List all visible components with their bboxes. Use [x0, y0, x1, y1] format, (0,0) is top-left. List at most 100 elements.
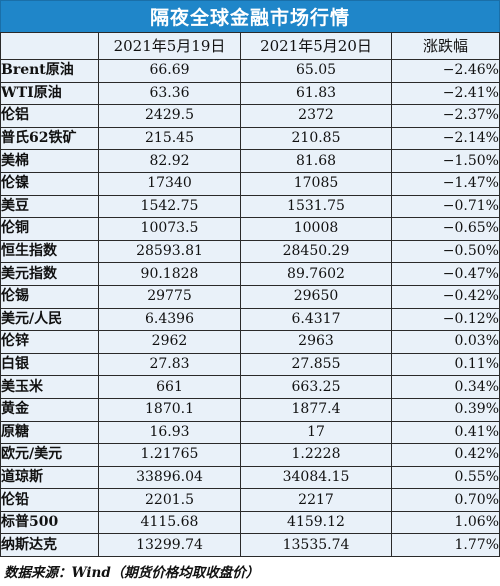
price-may19: 6.4396: [98, 307, 241, 332]
instrument-name: 伦镍: [0, 171, 99, 196]
instrument-name: WTI原油: [0, 81, 99, 106]
change-percent: 1.06%: [391, 510, 500, 535]
price-may19: 1.21765: [98, 443, 241, 467]
price-may19: 29775: [98, 284, 241, 309]
header-change: 涨跌幅: [391, 32, 500, 60]
instrument-name: 白银: [0, 352, 99, 377]
table-row: 伦铜 10073.5 10008 −0.65%: [0, 217, 500, 241]
change-percent: −0.65%: [391, 217, 500, 241]
change-percent: 0.34%: [391, 375, 500, 399]
instrument-name: 道琼斯: [0, 465, 99, 490]
change-percent: 0.41%: [391, 420, 500, 445]
price-may20: 2372: [240, 104, 392, 128]
table-row: 恒生指数 28593.81 28450.29 −0.50%: [0, 239, 500, 264]
change-percent: 0.42%: [391, 443, 500, 467]
price-may19: 10073.5: [98, 217, 241, 241]
table-row: 美元指数 90.1828 89.7602 −0.47%: [0, 262, 500, 286]
price-may20: 34084.15: [240, 465, 392, 490]
price-may19: 16.93: [98, 420, 241, 445]
price-may20: 663.25: [240, 375, 392, 399]
price-may20: 61.83: [240, 81, 392, 106]
price-may19: 1870.1: [98, 397, 241, 422]
price-may20: 65.05: [240, 59, 392, 83]
change-percent: −0.12%: [391, 307, 500, 332]
price-may20: 1877.4: [240, 397, 392, 422]
table-row: 伦铅 2201.5 2217 0.70%: [0, 488, 500, 512]
price-may20: 2217: [240, 488, 392, 512]
price-may19: 13299.74: [98, 533, 241, 558]
change-percent: −1.50%: [391, 149, 500, 173]
price-may20: 10008: [240, 217, 392, 241]
table-row: 欧元/美元 1.21765 1.2228 0.42%: [0, 443, 500, 467]
change-percent: 0.39%: [391, 397, 500, 422]
price-may19: 1542.75: [98, 194, 241, 219]
table-row: 白银 27.83 27.855 0.11%: [0, 352, 500, 377]
change-percent: −1.47%: [391, 171, 500, 196]
price-may19: 215.45: [98, 126, 241, 151]
table-row: 伦锌 2962 2963 0.03%: [0, 330, 500, 354]
price-may20: 27.855: [240, 352, 392, 377]
header-name-cell: [0, 32, 99, 60]
table-row: Brent原油 66.69 65.05 −2.46%: [0, 59, 500, 83]
change-percent: 0.55%: [391, 465, 500, 490]
table-row: 黄金 1870.1 1877.4 0.39%: [0, 397, 500, 422]
quote-table: 2021年5月19日 2021年5月20日 涨跌幅 Brent原油 66.69 65…: [0, 32, 500, 558]
change-percent: 0.03%: [391, 330, 500, 354]
price-may20: 28450.29: [240, 239, 392, 264]
price-may20: 210.85: [240, 126, 392, 151]
table-row: 普氏62铁矿 215.45 210.85 −2.14%: [0, 126, 500, 151]
instrument-name: 标普500: [0, 510, 99, 535]
instrument-name: 美棉: [0, 149, 99, 173]
instrument-name: 美豆: [0, 194, 99, 219]
instrument-name: 美玉米: [0, 375, 99, 399]
instrument-name: 伦铅: [0, 488, 99, 512]
price-may19: 28593.81: [98, 239, 241, 264]
price-may19: 27.83: [98, 352, 241, 377]
change-percent: −0.42%: [391, 284, 500, 309]
table-row: 伦铝 2429.5 2372 −2.37%: [0, 104, 500, 128]
table-row: 伦镍 17340 17085 −1.47%: [0, 171, 500, 196]
change-percent: 0.70%: [391, 488, 500, 512]
header-date1: 2021年5月19日: [98, 32, 241, 60]
table-header-row: 2021年5月19日 2021年5月20日 涨跌幅: [0, 32, 500, 60]
price-may19: 63.36: [98, 81, 241, 106]
price-may20: 6.4317: [240, 307, 392, 332]
table-row: 美棉 82.92 81.68 −1.50%: [0, 149, 500, 173]
price-may19: 17340: [98, 171, 241, 196]
change-percent: −0.50%: [391, 239, 500, 264]
table-row: 标普500 4115.68 4159.12 1.06%: [0, 510, 500, 535]
table-row: 美元/人民 6.4396 6.4317 −0.12%: [0, 307, 500, 332]
table-row: 美豆 1542.75 1531.75 −0.71%: [0, 194, 500, 219]
table-row: WTI原油 63.36 61.83 −2.41%: [0, 81, 500, 106]
table-row: 纳斯达克 13299.74 13535.74 1.77%: [0, 533, 500, 558]
instrument-name: 伦锌: [0, 330, 99, 354]
price-may19: 66.69: [98, 59, 241, 83]
instrument-name: 伦铜: [0, 217, 99, 241]
price-may19: 82.92: [98, 149, 241, 173]
price-may19: 661: [98, 375, 241, 399]
change-percent: −2.41%: [391, 81, 500, 106]
instrument-name: 美元指数: [0, 262, 99, 286]
price-may20: 1531.75: [240, 194, 392, 219]
instrument-name: 普氏62铁矿: [0, 126, 99, 151]
change-percent: −2.46%: [391, 59, 500, 83]
instrument-name: 欧元/美元: [0, 443, 99, 467]
page-title: 隔夜全球金融市场行情: [0, 0, 500, 33]
instrument-name: 原糖: [0, 420, 99, 445]
table-row: 伦锡 29775 29650 −0.42%: [0, 284, 500, 309]
table-row: 美玉米 661 663.25 0.34%: [0, 375, 500, 399]
price-may20: 17: [240, 420, 392, 445]
instrument-name: Brent原油: [0, 59, 99, 83]
instrument-name: 黄金: [0, 397, 99, 422]
change-percent: −2.14%: [391, 126, 500, 151]
price-may19: 2429.5: [98, 104, 241, 128]
instrument-name: 伦锡: [0, 284, 99, 309]
price-may19: 4115.68: [98, 510, 241, 535]
price-may20: 89.7602: [240, 262, 392, 286]
instrument-name: 伦铝: [0, 104, 99, 128]
price-may20: 13535.74: [240, 533, 392, 558]
change-percent: −0.71%: [391, 194, 500, 219]
price-may20: 29650: [240, 284, 392, 309]
price-may20: 1.2228: [240, 443, 392, 467]
